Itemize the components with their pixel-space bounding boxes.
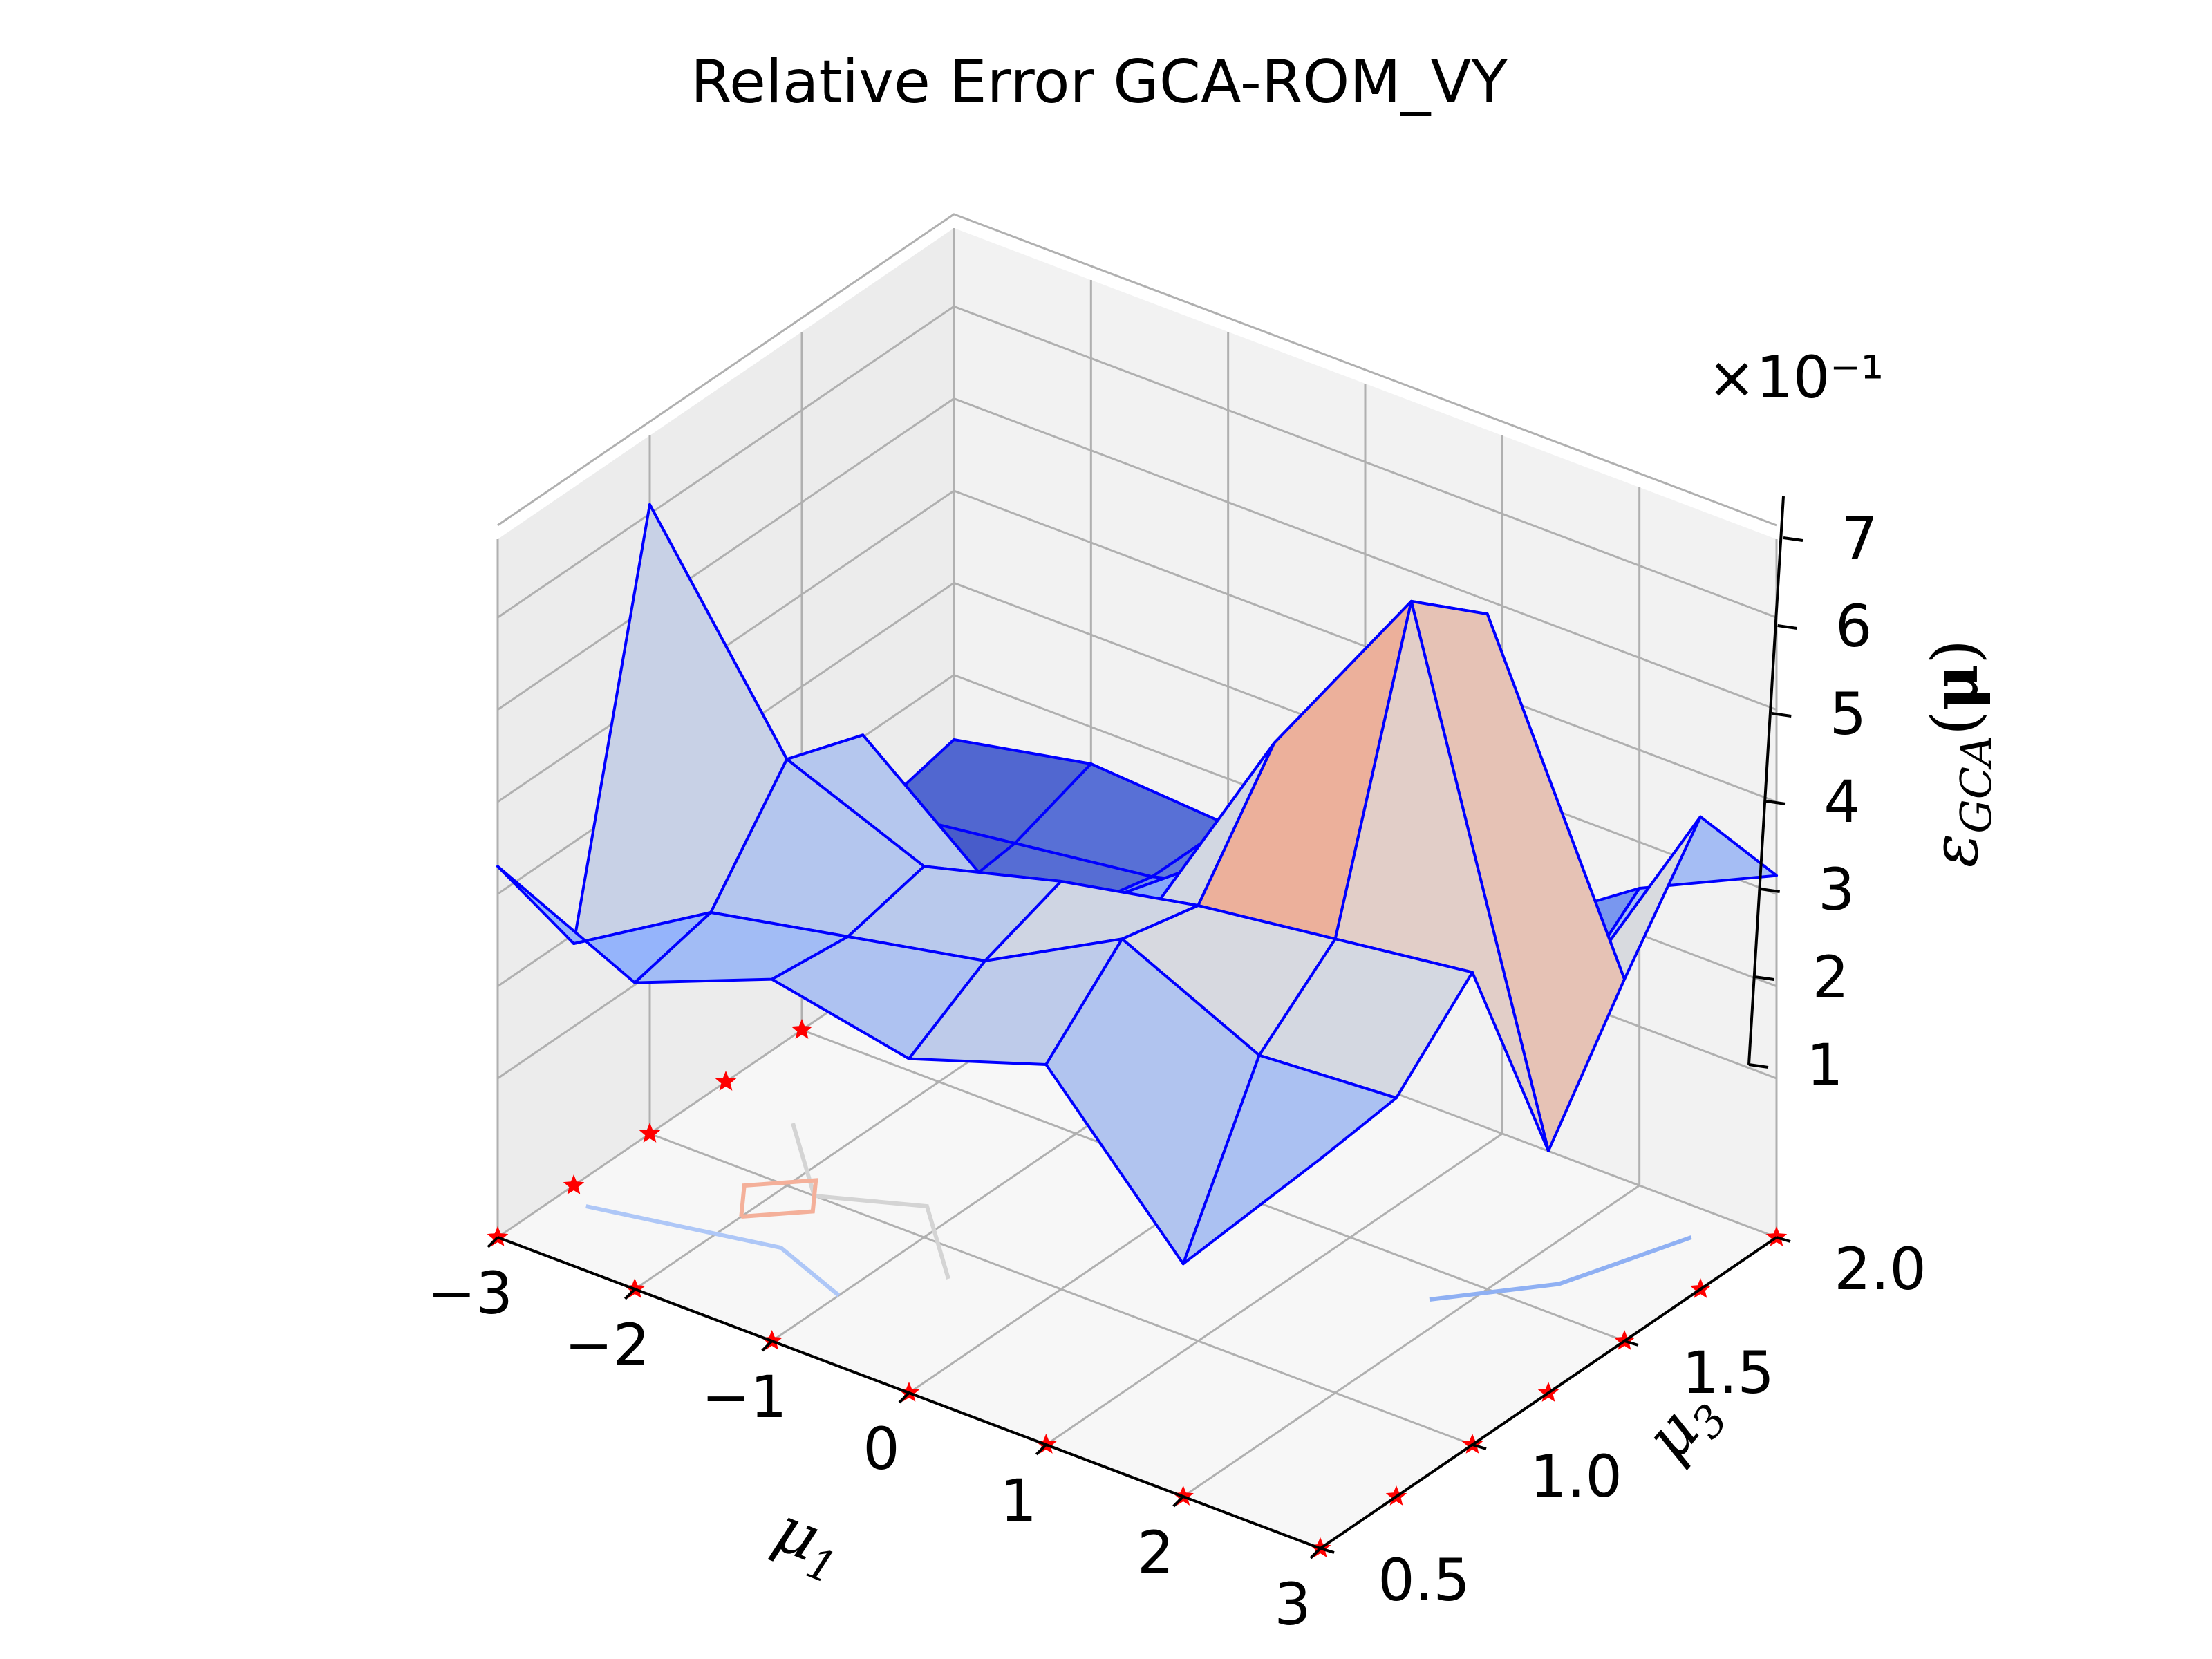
y-tick [1320,1547,1335,1554]
z-axis-label-base: ε [1918,834,1992,868]
contour-line [1429,1235,1692,1302]
z-multiplier: ×10⁻¹ [1707,344,1884,411]
x-tick [1035,1443,1047,1456]
z-tick [1754,975,1774,981]
grid-floor-y [649,1132,1473,1446]
x-tick-label: 1 [1000,1467,1037,1535]
marker-star [487,1226,509,1246]
chart-title: Relative Error GCA-ROM_VY [691,48,1508,117]
z-tick [1765,800,1786,805]
x-tick [761,1340,774,1352]
z-tick-label: 6 [1835,592,1872,660]
grid-floor-x [1182,1184,1640,1498]
marker-star [639,1123,661,1143]
y-tick [1776,1236,1791,1243]
y-tick-label: 1.5 [1682,1339,1774,1407]
marker-star [791,1019,813,1039]
surface-face [1181,1053,1398,1266]
x-tick-label: 3 [1274,1571,1311,1638]
grid-floor-x [1045,1132,1503,1446]
error-surface [496,503,1778,1266]
y-tick [1472,1443,1487,1450]
z-tick-label: 1 [1806,1031,1843,1099]
z-tick [1772,712,1792,718]
y-tick-label: 2.0 [1834,1235,1927,1303]
z-tick [1777,624,1797,630]
x-tick [624,1288,636,1300]
y-tick [1624,1340,1639,1347]
z-axis-label-sub: GCA [1951,735,2001,834]
axis-lines [487,496,1803,1559]
x-tick [1172,1495,1185,1508]
contour-line [739,1178,818,1219]
z-axis-label: εGCA(μ) [1918,639,2001,868]
floor-contours [585,1123,1692,1302]
z-tick-label: 5 [1830,680,1866,748]
x-tick [1309,1547,1322,1559]
x-tick-label: −1 [702,1363,787,1431]
x-axis-label: μ1 [761,1492,856,1594]
contour-line [791,1123,950,1280]
z-tick [1748,1063,1769,1069]
z-tick-label: 7 [1841,505,1877,572]
x-tick-label: −3 [427,1259,513,1327]
y-axis-line [1319,1236,1778,1550]
z-axis-label-close: ) [1918,639,1992,664]
y-tick-label: 0.5 [1378,1546,1470,1614]
z-tick-label: 4 [1824,768,1860,836]
z-tick [1760,888,1780,893]
z-tick [1783,536,1803,542]
z-tick-label: 2 [1812,944,1849,1011]
z-tick-label: 3 [1818,856,1855,924]
grid-z-level [497,213,1777,527]
y-tick-label: 1.0 [1530,1443,1622,1510]
marker-star [715,1071,737,1091]
z-axis-label-arg: μ [1918,664,1992,711]
contour-line [585,1204,841,1297]
x-tick-label: 2 [1137,1519,1174,1586]
z-axis-line [1747,496,1785,1065]
x-tick-label: 0 [863,1415,899,1483]
tick-labels: −3 −2 −1 0 1 2 3 0.5 1.0 1.5 2.0 1 2 3 4 5 6 7 [427,505,1927,1638]
marker-star [1765,1226,1788,1246]
x-tick-label: −2 [564,1311,650,1379]
z-axis-label-open: ( [1918,711,1992,735]
marker-star [563,1174,585,1194]
x-tick [898,1391,910,1404]
x-tick [487,1236,499,1248]
